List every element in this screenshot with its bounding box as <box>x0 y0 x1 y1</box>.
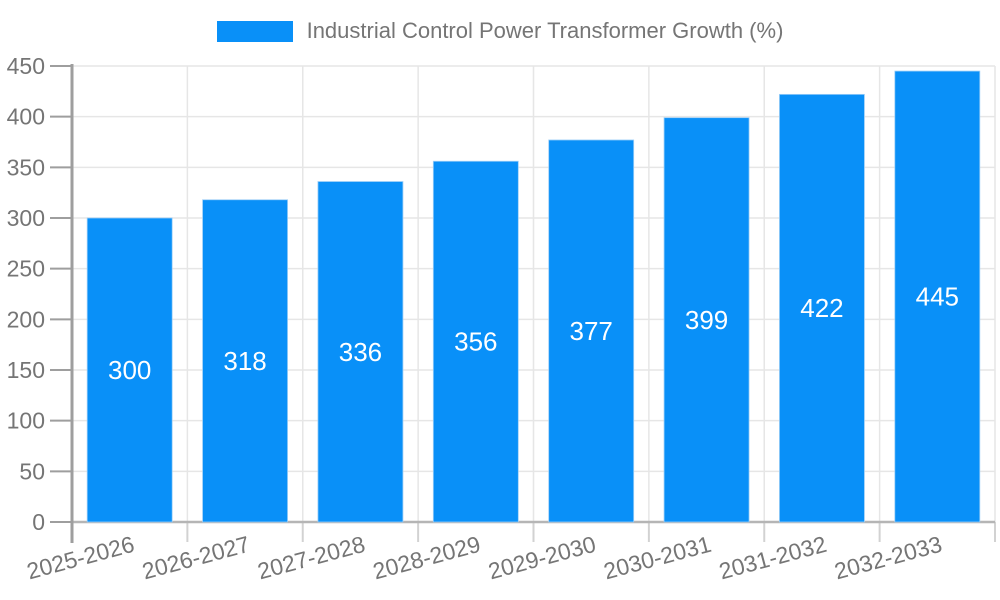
y-tick-label: 300 <box>7 205 45 231</box>
y-tick-label: 450 <box>7 53 45 79</box>
legend-label: Industrial Control Power Transformer Gro… <box>306 18 784 43</box>
x-tick-label: 2025-2026 <box>24 531 137 585</box>
y-tick-label: 200 <box>7 306 45 332</box>
y-tick-label: 350 <box>7 154 45 180</box>
legend-swatch <box>216 20 293 42</box>
bar[interactable] <box>202 199 288 523</box>
x-tick-label: 2027-2028 <box>255 531 368 585</box>
bar[interactable] <box>779 93 865 523</box>
y-tick-label: 50 <box>19 458 45 484</box>
bar[interactable] <box>432 160 519 523</box>
bar[interactable] <box>86 217 173 523</box>
y-tick-label: 100 <box>7 408 45 434</box>
x-tick-label: 2026-2027 <box>139 531 252 585</box>
bar-value-label: 377 <box>569 316 612 346</box>
bar[interactable] <box>894 70 981 523</box>
bar-value-label: 422 <box>800 293 843 323</box>
bar-value-label: 399 <box>685 305 728 335</box>
x-tick-label: 2030-2031 <box>601 531 714 585</box>
x-tick-label: 2032-2033 <box>832 531 945 585</box>
y-tick-label: 400 <box>7 104 45 130</box>
bar-value-label: 300 <box>108 355 151 385</box>
bar-value-label: 356 <box>454 327 497 357</box>
x-tick-label: 2031-2032 <box>716 531 829 585</box>
y-tick-label: 250 <box>7 256 45 282</box>
y-tick-label: 150 <box>7 357 45 383</box>
y-tick-label: 0 <box>32 509 45 535</box>
x-tick-label: 2029-2030 <box>486 531 599 585</box>
bar[interactable] <box>663 117 750 523</box>
bar[interactable] <box>548 139 635 523</box>
bar[interactable] <box>317 181 404 523</box>
bar-value-label: 445 <box>916 282 959 312</box>
x-tick-label: 2028-2029 <box>370 531 483 585</box>
legend[interactable]: Industrial Control Power Transformer Gro… <box>0 18 1000 44</box>
bar-value-label: 318 <box>223 346 266 376</box>
bar-value-label: 336 <box>339 337 382 367</box>
